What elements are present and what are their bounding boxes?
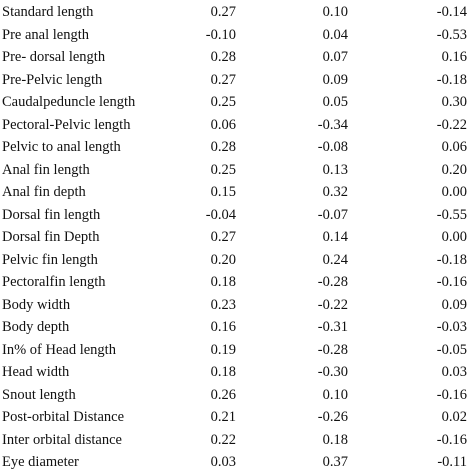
- cell-value: 0.13: [322, 161, 348, 178]
- row-label: Pelvic to anal length: [2, 139, 121, 155]
- cell-value: 0.14: [322, 229, 348, 245]
- cell-value: -0.18: [436, 71, 467, 88]
- cell-value: -0.10: [205, 26, 236, 43]
- cell-value: 0.04: [322, 26, 348, 43]
- cell-value: -0.55: [436, 206, 467, 223]
- cell-value: 0.27: [210, 71, 236, 88]
- row-label: Dorsal fin Depth: [2, 229, 100, 245]
- cell-value: 0.18: [322, 431, 348, 448]
- row-label: Anal fin depth: [2, 184, 86, 200]
- cell-value: 0.24: [322, 251, 348, 268]
- cell-value: 0.28: [210, 49, 236, 65]
- cell-value: 0.30: [441, 94, 467, 110]
- cell-value: 0.28: [210, 139, 236, 155]
- cell-value: 0.18: [210, 274, 236, 290]
- cell-value: 0.37: [322, 454, 348, 470]
- cell-value: 0.02: [441, 409, 467, 425]
- cell-value: 0.23: [210, 296, 236, 313]
- cell-value: 0.07: [322, 49, 348, 65]
- cell-value: 0.32: [322, 184, 348, 200]
- cell-value: 0.25: [210, 161, 236, 178]
- cell-value: -0.34: [317, 116, 348, 133]
- row-label: Pectoral-Pelvic length: [2, 116, 131, 133]
- row-label: Pre anal length: [2, 26, 89, 43]
- cell-value: 0.00: [441, 184, 467, 200]
- row-label: Inter orbital distance: [2, 431, 122, 448]
- row-label: Dorsal fin length: [2, 206, 101, 223]
- cell-value: 0.10: [322, 386, 348, 403]
- cell-value: 0.15: [210, 184, 236, 200]
- row-label: Eye diameter: [2, 454, 79, 470]
- cell-value: -0.28: [317, 341, 348, 358]
- row-label: Pectoralfin length: [2, 274, 106, 290]
- row-label: Anal fin length: [2, 161, 90, 178]
- cell-value: 0.19: [210, 341, 236, 358]
- cell-value: 0.16: [441, 49, 467, 65]
- row-label: Pre-Pelvic length: [2, 71, 103, 88]
- cell-value: -0.14: [436, 4, 467, 20]
- cell-value: 0.27: [210, 229, 236, 245]
- cell-value: -0.04: [205, 206, 236, 223]
- cell-value: 0.09: [322, 71, 348, 88]
- cell-value: -0.31: [317, 319, 348, 335]
- cell-value: 0.18: [210, 364, 236, 380]
- cell-value: -0.30: [317, 364, 348, 380]
- cell-value: -0.16: [436, 431, 467, 448]
- cell-value: 0.10: [322, 4, 348, 20]
- cell-value: -0.22: [436, 116, 467, 133]
- cell-value: -0.08: [317, 139, 348, 155]
- row-label: In% of Head length: [2, 341, 116, 358]
- cell-value: -0.22: [317, 296, 348, 313]
- cell-value: -0.16: [436, 274, 467, 290]
- cell-value: 0.21: [210, 409, 236, 425]
- cell-value: -0.03: [436, 319, 467, 335]
- row-label: Body width: [2, 296, 71, 313]
- cell-value: 0.27: [210, 4, 236, 20]
- cell-value: 0.22: [210, 431, 236, 448]
- row-label: Pre- dorsal length: [2, 49, 106, 65]
- cell-value: 0.26: [210, 386, 236, 403]
- cell-value: -0.07: [317, 206, 348, 223]
- cell-value: 0.09: [441, 296, 467, 313]
- cell-value: 0.00: [441, 229, 467, 245]
- cell-value: -0.16: [436, 386, 467, 403]
- row-label: Snout length: [2, 386, 76, 403]
- cell-value: 0.03: [441, 364, 467, 380]
- cell-value: -0.53: [436, 26, 467, 43]
- row-label: Post-orbital Distance: [2, 409, 125, 425]
- row-label: Pelvic fin length: [2, 251, 98, 268]
- cell-value: 0.06: [441, 139, 467, 155]
- cell-value: 0.03: [210, 454, 236, 470]
- cell-value: 0.25: [210, 94, 236, 110]
- row-label: Standard length: [2, 4, 94, 20]
- cell-value: 0.20: [441, 161, 467, 178]
- cell-value: -0.18: [436, 251, 467, 268]
- cell-value: -0.05: [436, 341, 467, 358]
- cell-value: 0.16: [210, 319, 236, 335]
- cell-value: -0.28: [317, 274, 348, 290]
- cell-value: 0.05: [322, 94, 348, 110]
- row-label: Head width: [2, 364, 70, 380]
- cell-value: -0.11: [437, 454, 467, 470]
- row-label: Caudalpeduncle length: [2, 94, 136, 110]
- cell-value: 0.06: [210, 116, 236, 133]
- cell-value: 0.20: [210, 251, 236, 268]
- row-label: Body depth: [2, 319, 70, 335]
- cell-value: -0.26: [317, 409, 348, 425]
